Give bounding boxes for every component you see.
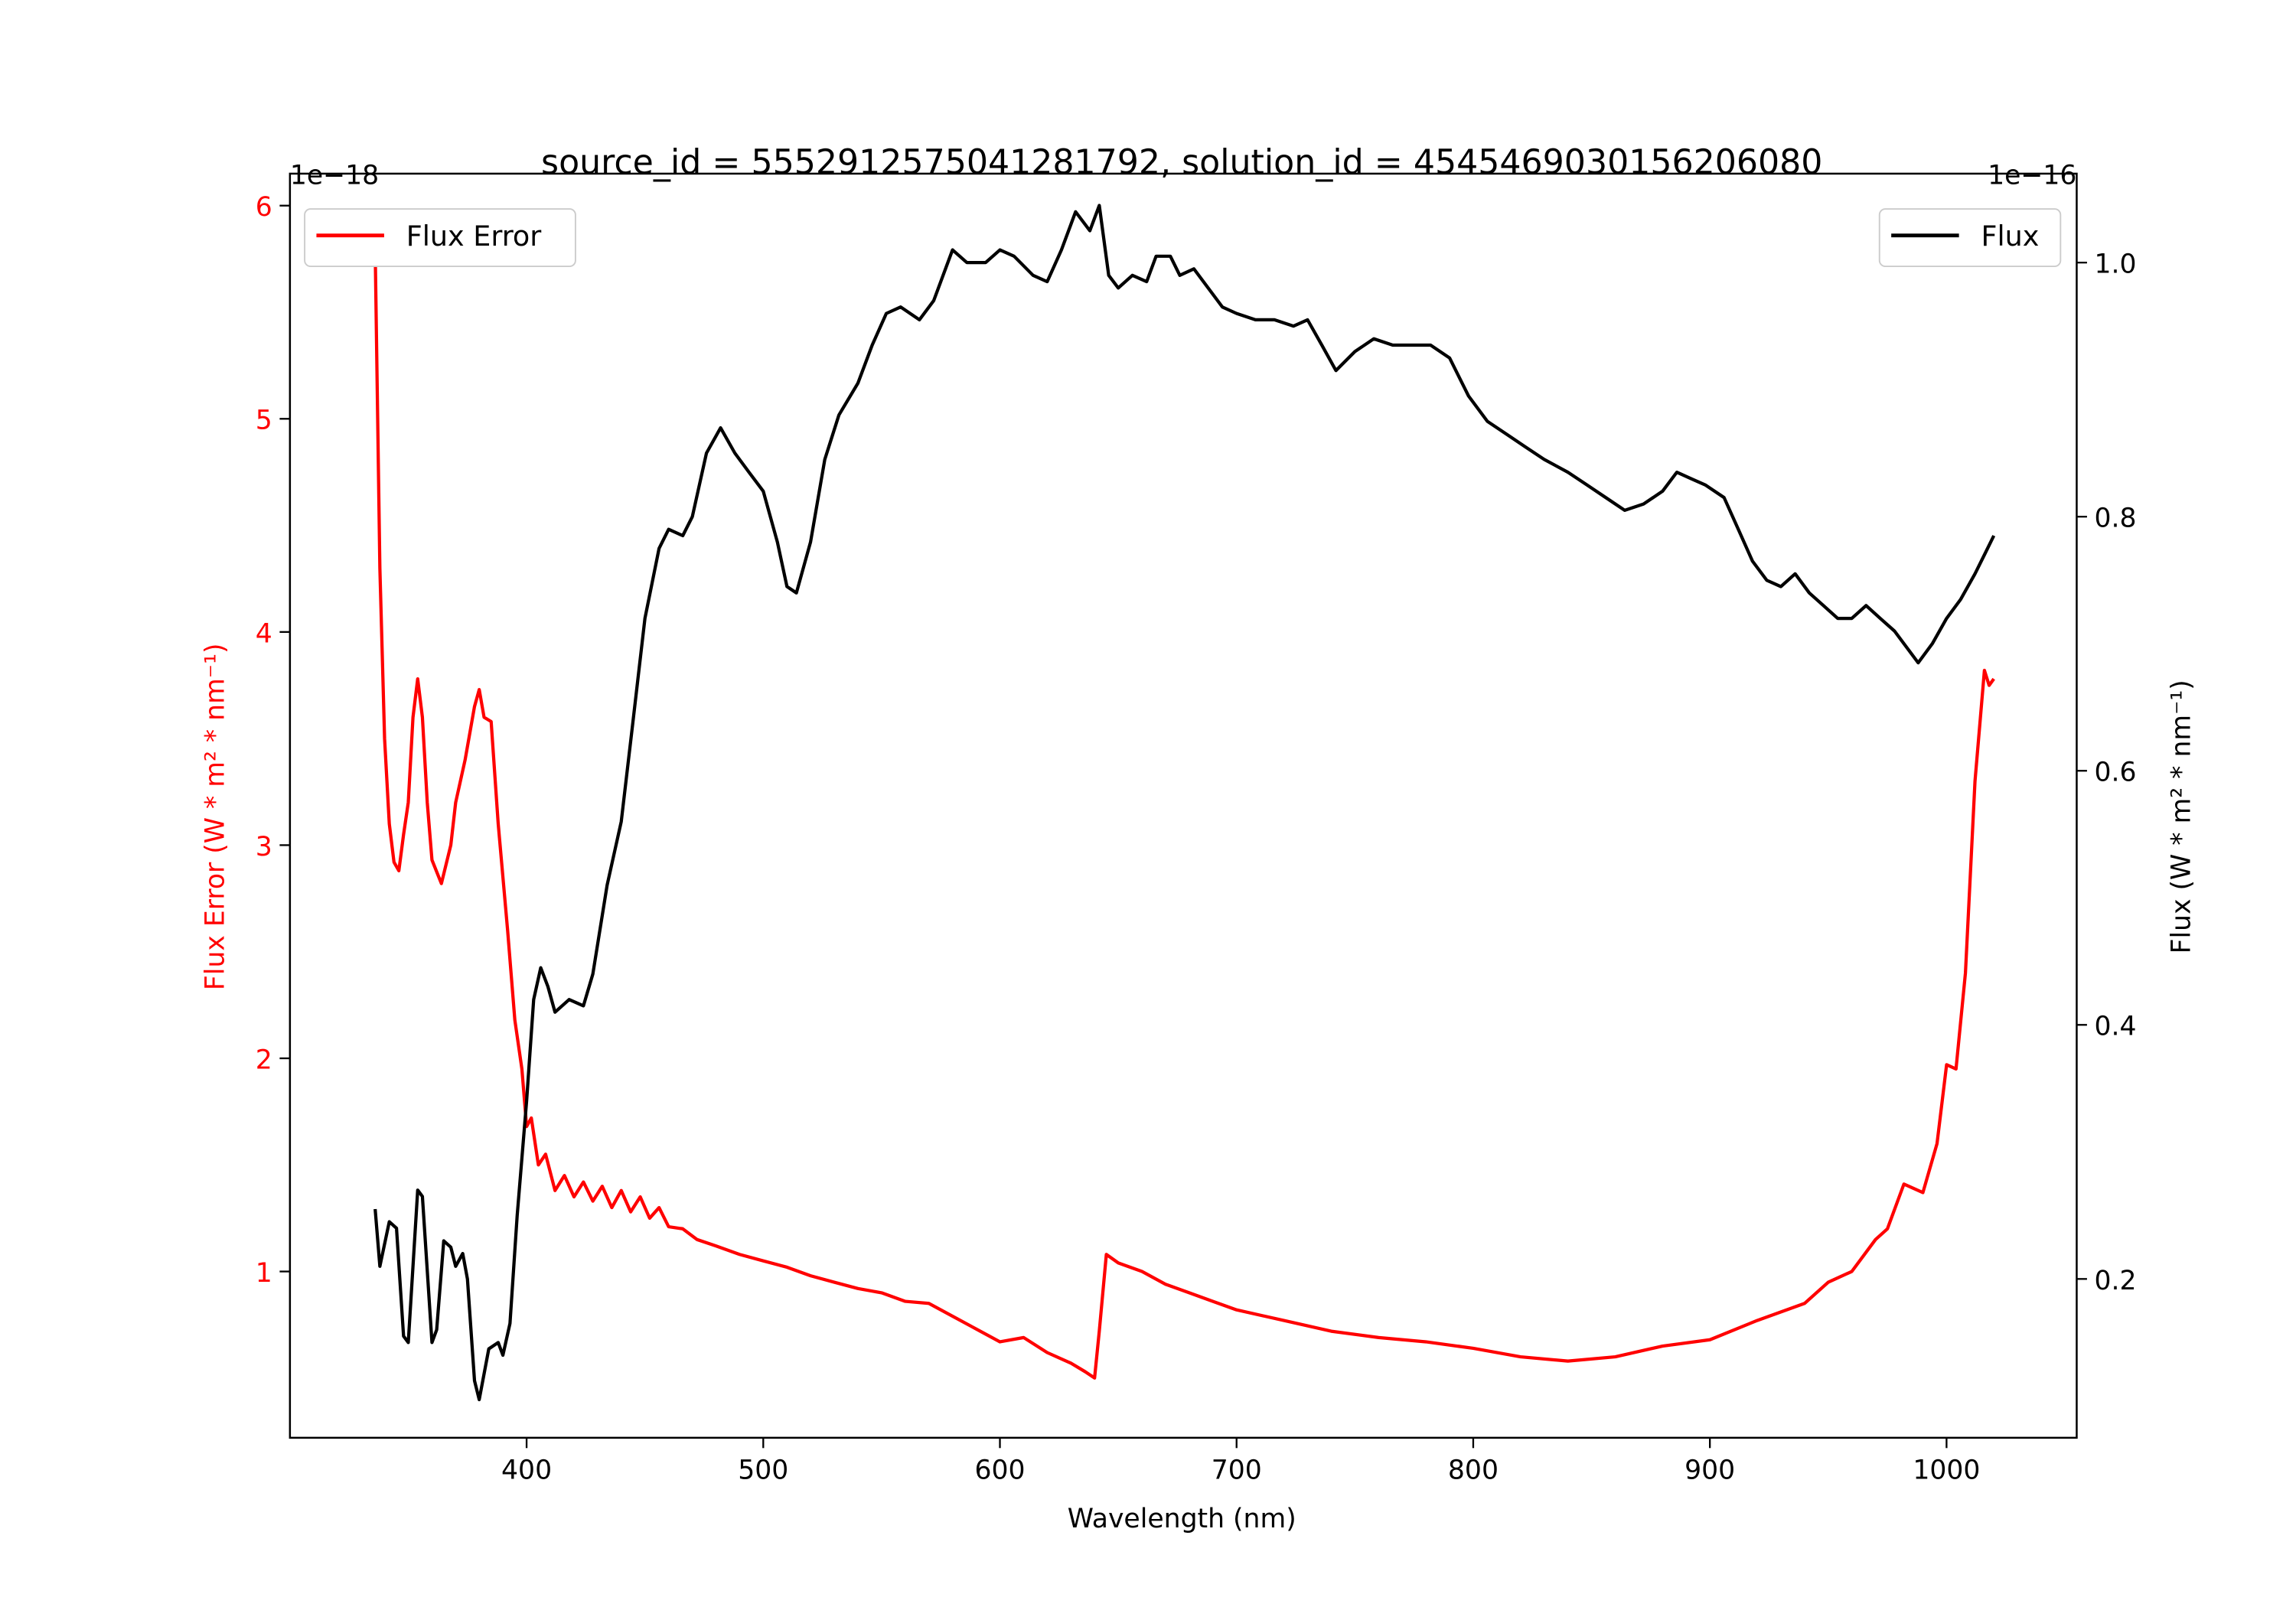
x-tick-label: 1000 (1913, 1455, 1980, 1486)
legend-label-flux: Flux (1981, 220, 2039, 253)
series-lines (373, 204, 1996, 1402)
left-offset-label: 1e−18 (290, 160, 379, 191)
right-y-tick-label: 0.8 (2095, 504, 2137, 534)
left-y-tick-label: 4 (256, 618, 272, 649)
x-axis-label: Wavelength (nm) (1068, 1504, 1296, 1534)
legend-label-flux-error: Flux Error (406, 220, 543, 253)
right-y-tick-label: 0.4 (2095, 1012, 2137, 1042)
axis-ticks: 400 500 600 700 800 900 1000 1 2 3 4 5 6 0.2 0.4 0.6 0.8… (256, 192, 2137, 1486)
x-tick-label: 600 (974, 1455, 1025, 1486)
left-y-tick-label: 5 (256, 406, 272, 436)
left-y-tick-label: 6 (256, 192, 272, 223)
right-y-tick-label: 0.2 (2095, 1266, 2137, 1296)
x-tick-label: 500 (738, 1455, 788, 1486)
legend-box (304, 208, 576, 268)
x-tick-label: 800 (1448, 1455, 1499, 1486)
x-tick-label: 400 (501, 1455, 552, 1486)
chart-title: source_id = 5552912575041281792, solutio… (541, 143, 1822, 182)
right-offset-label: 1e−16 (1988, 160, 2076, 191)
left-y-tick-label: 2 (256, 1045, 272, 1075)
right-y-tick-label: 1.0 (2095, 249, 2137, 280)
right-y-axis-label: Flux (W * m² * nm⁻¹) (2167, 680, 2197, 953)
legend-flux-error: Flux Error (304, 208, 576, 268)
plot-frame (289, 172, 2078, 1439)
legend-flux: Flux (1878, 208, 2062, 268)
x-tick-label: 900 (1684, 1455, 1735, 1486)
flux-error-line (373, 248, 1995, 1380)
left-y-tick-label: 1 (256, 1258, 272, 1289)
left-y-tick-label: 3 (256, 832, 272, 862)
x-tick-label: 700 (1212, 1455, 1262, 1486)
right-y-tick-label: 0.6 (2095, 758, 2137, 788)
legend-box (1878, 208, 2062, 268)
left-y-axis-label: Flux Error (W * m² * nm⁻¹) (200, 644, 230, 991)
flux-line (373, 204, 1996, 1402)
